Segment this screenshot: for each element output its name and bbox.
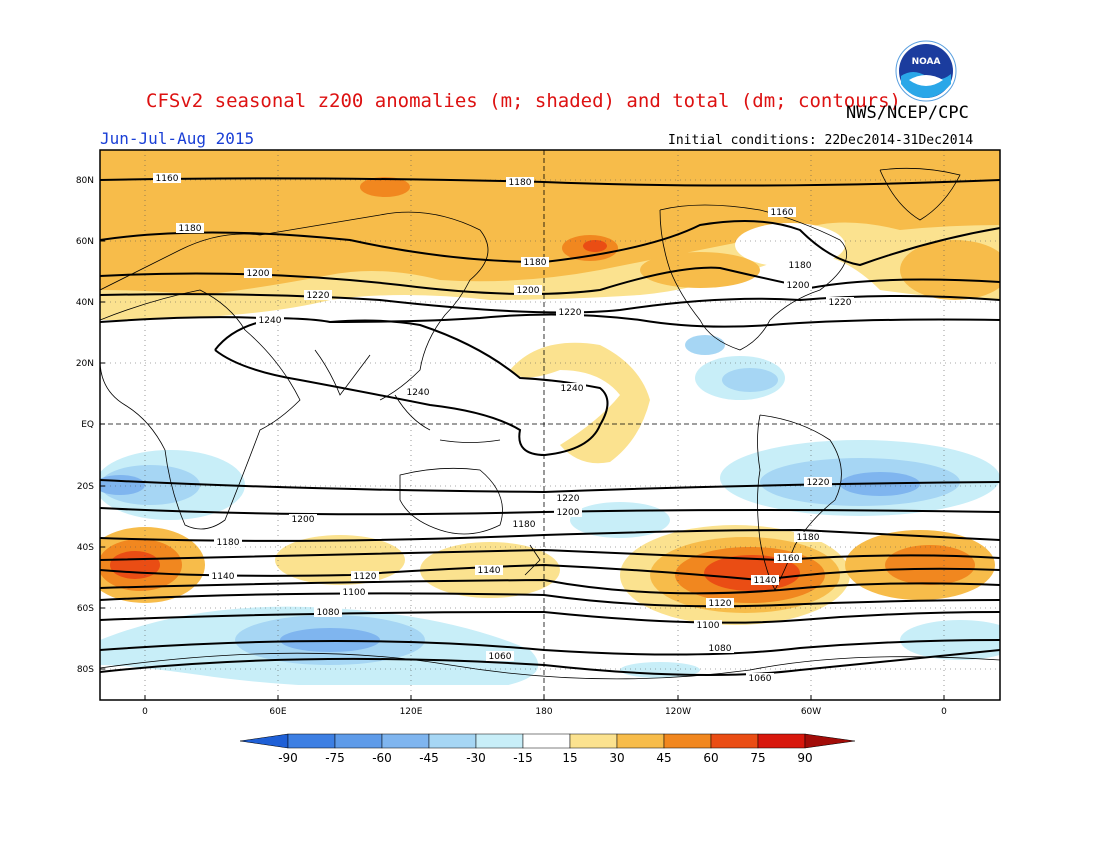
svg-text:1120: 1120 [354,572,377,582]
svg-text:1160: 1160 [156,174,179,184]
map-title: CFSv2 seasonal z200 anomalies (m; shaded… [146,90,901,112]
colorbar-arrow-high [804,733,856,749]
lon-label: 60W [801,707,821,717]
svg-text:1200: 1200 [517,286,540,296]
svg-text:1160: 1160 [777,554,800,564]
svg-text:1220: 1220 [307,291,330,301]
colorbar-label: 30 [609,751,624,765]
svg-text:1180: 1180 [797,533,820,543]
colorbar-swatch [334,733,383,749]
colorbar-label: -45 [419,751,439,765]
axis-ticks [100,179,945,700]
svg-text:1180: 1180 [179,224,202,234]
svg-text:1060: 1060 [489,652,512,662]
height-contours [100,177,1000,676]
colorbar-label: 45 [656,751,671,765]
colorbar-label: 15 [562,751,577,765]
season-label: Jun-Jul-Aug 2015 [100,129,255,148]
lat-label: 80S [77,665,94,675]
colorbar-swatch [287,733,336,749]
colorbar-arrow-low [239,733,289,749]
lon-label: 180 [535,707,552,717]
map-border [99,149,1001,701]
noaa-logo-icon: NOAA [895,40,957,102]
colorbar-label: 60 [703,751,718,765]
coastlines [100,167,1000,680]
lat-label: EQ [81,420,94,430]
svg-text:1200: 1200 [292,515,315,525]
equator-dateline [100,150,1000,700]
colorbar-swatch [757,733,806,749]
svg-text:1140: 1140 [478,566,501,576]
svg-text:1140: 1140 [754,576,777,586]
svg-text:1180: 1180 [509,178,532,188]
longitude-labels: 0 60E 120E 180 120W 60W 0 [142,707,947,717]
svg-text:1220: 1220 [559,308,582,318]
svg-text:1220: 1220 [829,298,852,308]
lon-label: 60E [269,707,286,717]
colorbar-label: 75 [750,751,765,765]
lat-label: 60N [76,237,94,247]
svg-text:1240: 1240 [407,388,430,398]
colorbar-swatch [522,733,571,749]
svg-text:1200: 1200 [557,508,580,518]
colorbar-swatch [475,733,524,749]
svg-text:1160: 1160 [771,208,794,218]
svg-text:1080: 1080 [709,644,732,654]
colorbar: -90 -75 -60 -45 -30 -15 15 30 45 60 75 90 [239,733,856,765]
svg-text:1240: 1240 [561,384,584,394]
lon-label: 120W [665,707,691,717]
colorbar-label: -15 [513,751,533,765]
colorbar-label: -60 [372,751,392,765]
svg-text:1180: 1180 [513,520,536,530]
agency-label: NWS/NCEP/CPC [846,103,969,123]
lon-label: 120E [400,707,423,717]
lat-label: 40S [77,543,94,553]
colorbar-label: -90 [278,751,298,765]
lat-label: 40N [76,298,94,308]
svg-text:1200: 1200 [787,281,810,291]
lat-label: 60S [77,604,94,614]
svg-text:1200: 1200 [247,269,270,279]
lat-label: 80N [76,176,94,186]
svg-text:1120: 1120 [709,599,732,609]
colorbar-swatch [381,733,430,749]
graticule [100,150,1000,700]
lon-label: 0 [941,707,947,717]
svg-text:1180: 1180 [789,261,812,271]
colorbar-swatch [663,733,712,749]
colorbar-swatch [710,733,759,749]
svg-text:1220: 1220 [807,478,830,488]
initial-conditions-label: Initial conditions: 22Dec2014-31Dec2014 [668,133,974,148]
colorbar-label: 90 [797,751,812,765]
colorbar-swatch [616,733,665,749]
svg-text:1100: 1100 [697,621,720,631]
svg-text:1220: 1220 [557,494,580,504]
colorbar-swatch [569,733,618,749]
noaa-logo-text: NOAA [912,57,941,67]
svg-text:1180: 1180 [217,538,240,548]
colorbar-label: -30 [466,751,486,765]
svg-text:1060: 1060 [749,674,772,684]
svg-text:1140: 1140 [212,572,235,582]
colorbar-label: -75 [325,751,345,765]
latitude-labels: 80N 60N 40N 20N EQ 20S 40S 60S 80S [76,176,94,675]
lat-label: 20S [77,482,94,492]
svg-text:1240: 1240 [259,316,282,326]
lon-label: 0 [142,707,148,717]
svg-text:1080: 1080 [317,608,340,618]
contour-labels: 1160 1180 1180 1160 1180 1180 1200 1200 … [153,173,854,684]
map-frame: 1160 1180 1180 1160 1180 1180 1200 1200 … [100,150,1000,700]
lat-label: 20N [76,359,94,369]
svg-text:1180: 1180 [524,258,547,268]
colorbar-swatch [428,733,477,749]
svg-text:1100: 1100 [343,588,366,598]
